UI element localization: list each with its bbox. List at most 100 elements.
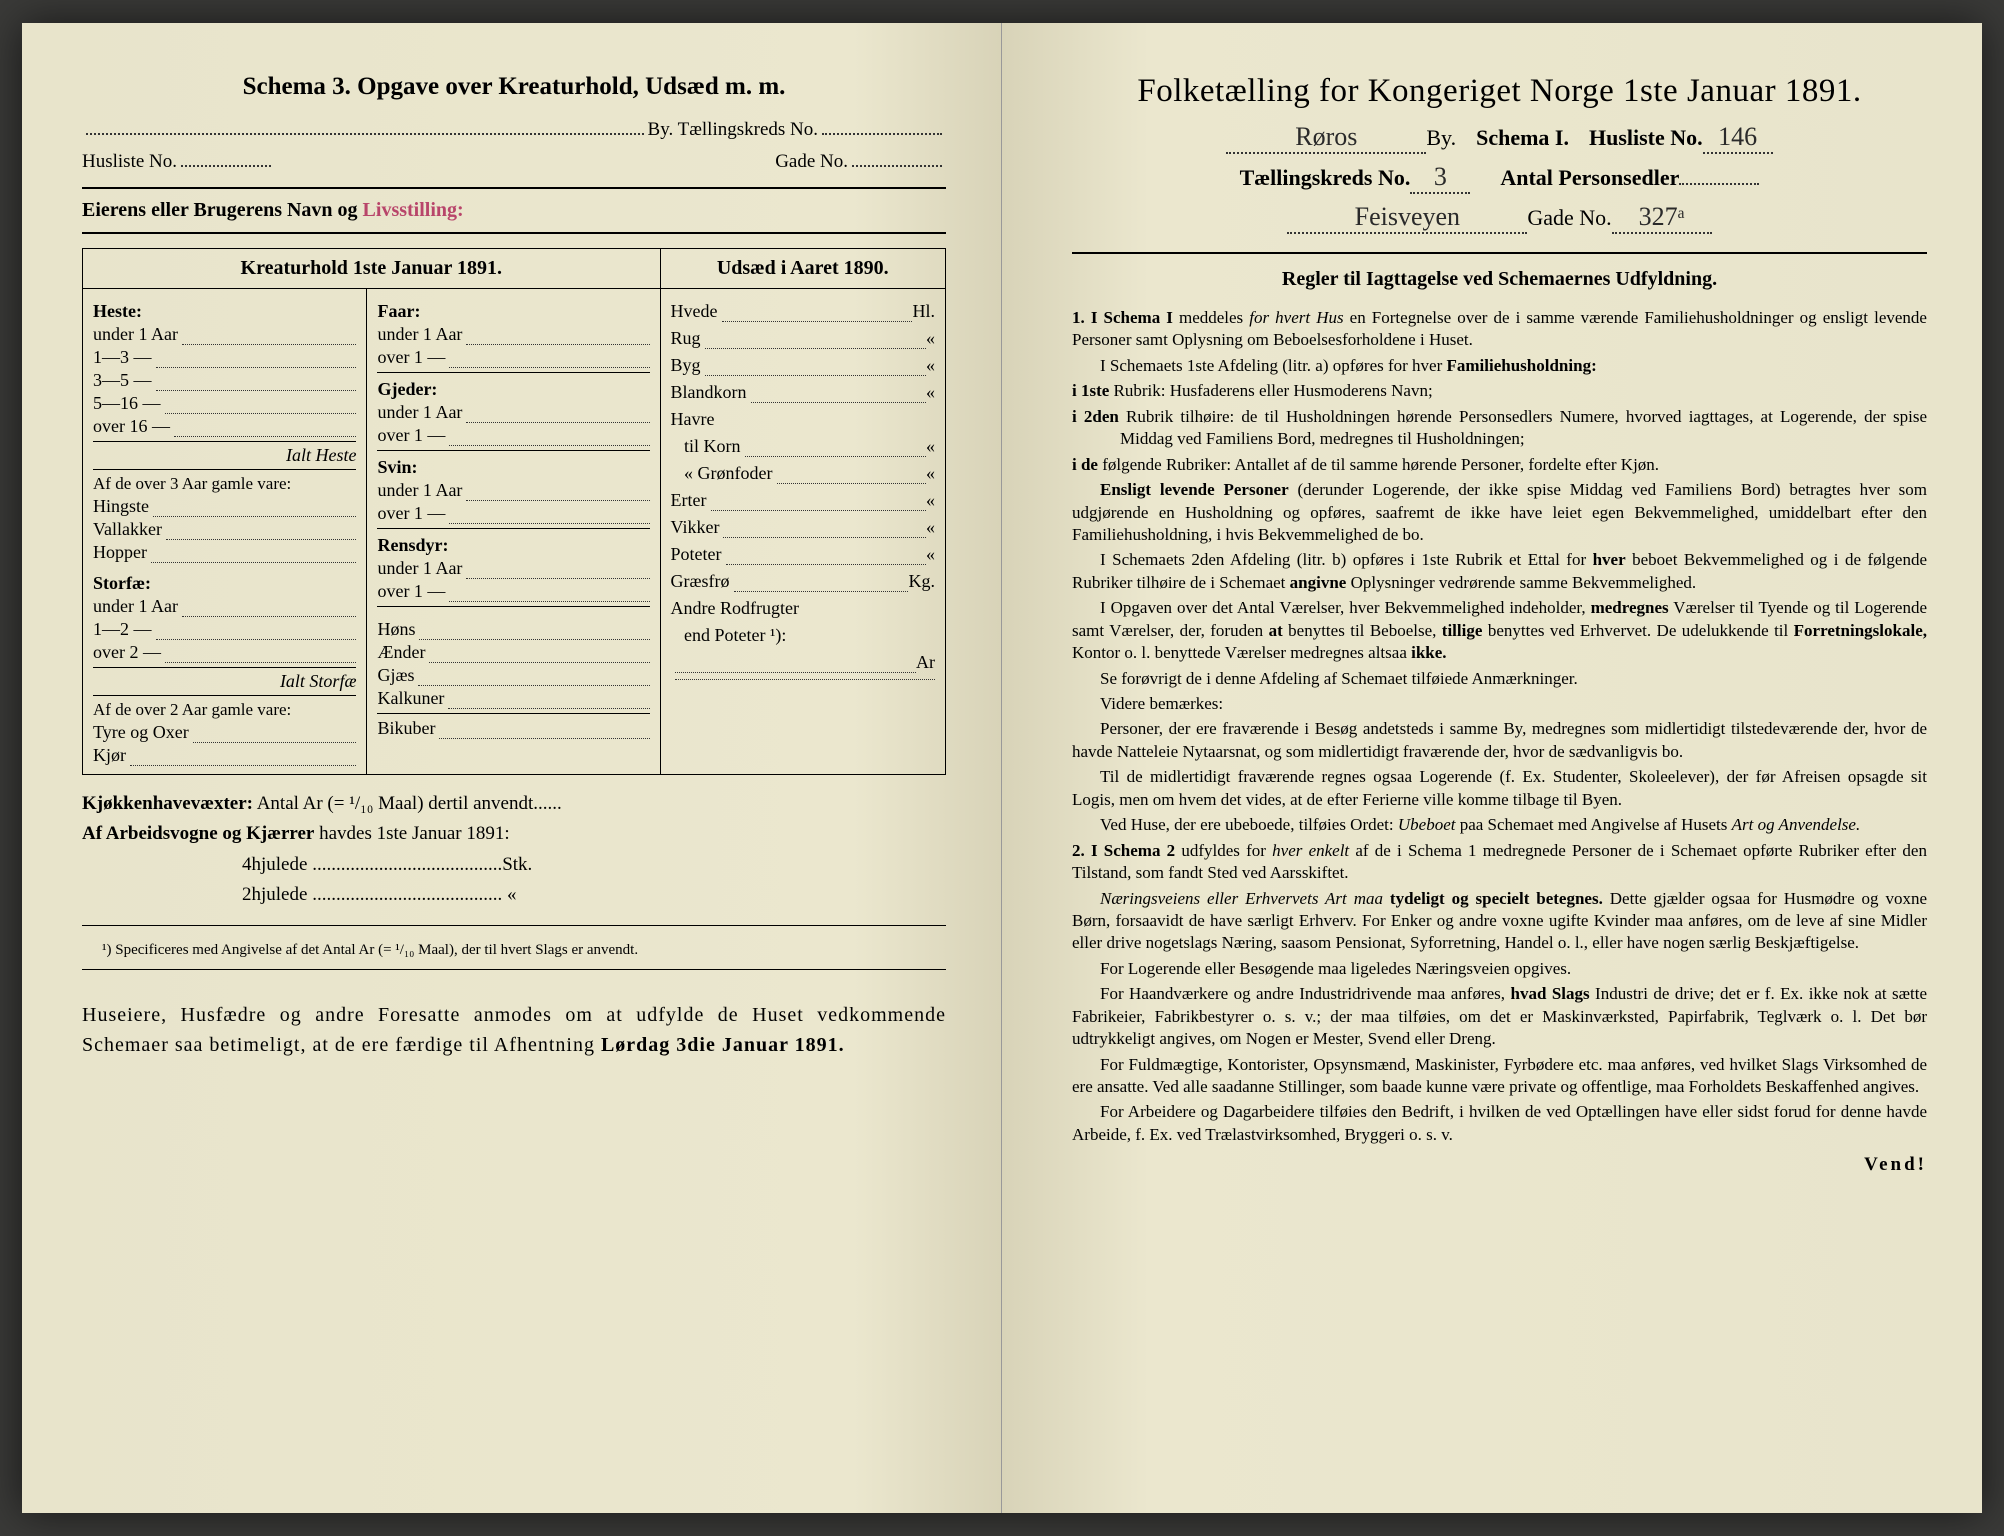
- faar-over1: over 1 —: [377, 347, 445, 368]
- owner-label: Eierens eller Brugerens Navn og: [82, 199, 358, 221]
- schema-label: Schema I.: [1476, 125, 1569, 151]
- andre-rod: Andre Rodfrugter: [671, 598, 799, 619]
- rule-paragraph: Ensligt levende Personer (derunder Loger…: [1072, 479, 1927, 546]
- hjul4: 4hjulede: [242, 854, 307, 875]
- vallakker: Vallakker: [93, 519, 162, 540]
- tyre-oxer: Tyre og Oxer: [93, 722, 189, 743]
- gade-label: Gade No.: [1527, 205, 1611, 231]
- heste-5-16: 5—16 —: [93, 393, 161, 414]
- blandkorn: Blandkorn: [671, 382, 747, 403]
- graesfro-unit: Kg.: [908, 571, 935, 592]
- by-label: By.: [1426, 125, 1456, 151]
- arbeids-label: Af Arbeidsvogne og Kjærrer: [82, 823, 314, 844]
- rule-paragraph: I Schemaets 2den Afdeling (litr. b) opfø…: [1072, 549, 1927, 594]
- rule-paragraph: For Haandværkere og andre Industridriven…: [1072, 983, 1927, 1050]
- heste-3-5: 3—5 —: [93, 370, 152, 391]
- rule-paragraph: Se forøvrigt de i denne Afdeling af Sche…: [1072, 668, 1927, 690]
- header-udsaed: Udsæd i Aaret 1890.: [661, 249, 945, 288]
- byg: Byg: [671, 355, 701, 376]
- rules-body: 1. I Schema I meddeles for hvert Hus en …: [1072, 307, 1927, 1146]
- gade-label: Gade No.: [775, 151, 848, 173]
- owner-line: Eierens eller Brugerens Navn og Livsstil…: [82, 187, 946, 234]
- left-page: Schema 3. Opgave over Kreaturhold, Udsæd…: [22, 23, 1002, 1513]
- gjeder-heading: Gjeder:: [377, 379, 649, 400]
- by-kreds-row: By. Tællingskreds No.: [82, 119, 946, 141]
- antal-label: Antal Personsedler: [1500, 165, 1679, 191]
- storfae-under1: under 1 Aar: [93, 596, 178, 617]
- hjul2: 2hjulede: [242, 884, 307, 905]
- hvede: Hvede: [671, 301, 718, 322]
- faar-heading: Faar:: [377, 301, 649, 322]
- rule-paragraph: i 2den Rubrik tilhøire: de til Husholdni…: [1072, 406, 1927, 451]
- bikuber: Bikuber: [377, 718, 435, 739]
- rensdyr-over1: over 1 —: [377, 581, 445, 602]
- col-heste-storfae: Heste: under 1 Aar 1—3 — 3—5 — 5—16 — ov…: [83, 289, 367, 774]
- poteter: Poteter: [671, 544, 722, 565]
- havre: Havre: [671, 409, 715, 430]
- rule-paragraph: Næringsveiens eller Erhvervets Art maa t…: [1072, 888, 1927, 955]
- hjul4-unit: Stk.: [502, 854, 532, 875]
- storfae-over2: over 2 —: [93, 642, 161, 663]
- kreatur-table: Kreaturhold 1ste Januar 1891. Udsæd i Aa…: [82, 248, 946, 775]
- hvede-unit: Hl.: [912, 301, 935, 322]
- closing-text: Huseiere, Husfædre og andre Foresatte an…: [82, 1000, 946, 1060]
- kjokken-text: Antal Ar (= ¹/₁₀ Maal) dertil anvendt: [257, 793, 534, 814]
- poteter-unit: «: [926, 544, 935, 565]
- hjul2-unit: «: [507, 884, 517, 905]
- gjeder-over1: over 1 —: [377, 425, 445, 446]
- rule-paragraph: Videre bemærkes:: [1072, 693, 1927, 715]
- kjokken-label: Kjøkkenhavevæxter:: [82, 793, 253, 814]
- hopper: Hopper: [93, 542, 147, 563]
- svin-heading: Svin:: [377, 457, 649, 478]
- book-spread: Schema 3. Opgave over Kreaturhold, Udsæd…: [22, 23, 1982, 1513]
- col-faar-svin: Faar: under 1 Aar over 1 — Gjeder: under…: [367, 289, 660, 774]
- vikker-unit: «: [926, 517, 935, 538]
- rug-unit: «: [926, 328, 935, 349]
- graesfro: Græsfrø: [671, 571, 730, 592]
- schema3-title: Schema 3. Opgave over Kreaturhold, Udsæd…: [82, 73, 946, 101]
- gjaes: Gjæs: [377, 665, 414, 686]
- husliste-value: 146: [1703, 122, 1773, 154]
- aender: Ænder: [377, 642, 425, 663]
- svin-under1: under 1 Aar: [377, 480, 462, 501]
- ialt-heste: Ialt Heste: [93, 441, 356, 470]
- rule-paragraph: 1. I Schema I meddeles for hvert Hus en …: [1072, 307, 1927, 352]
- husliste-gade-row: Husliste No. Gade No.: [82, 151, 946, 173]
- by-label: By. Tællingskreds No.: [648, 119, 818, 141]
- rule-paragraph: 2. I Schema 2 udfyldes for hver enkelt a…: [1072, 840, 1927, 885]
- header-kreatur: Kreaturhold 1ste Januar 1891.: [83, 249, 661, 288]
- closing-date: Lørdag 3die Januar 1891.: [601, 1034, 845, 1056]
- havre-korn-unit: «: [926, 436, 935, 457]
- faar-under1: under 1 Aar: [377, 324, 462, 345]
- rule-paragraph: I Schemaets 1ste Afdeling (litr. a) opfø…: [1072, 355, 1927, 377]
- husliste-label: Husliste No.: [1589, 125, 1703, 151]
- footnote: ¹) Specificeres med Angivelse af det Ant…: [82, 942, 946, 959]
- ar-unit: Ar: [916, 652, 935, 673]
- rensdyr-under1: under 1 Aar: [377, 558, 462, 579]
- end-poteter: end Poteter ¹):: [671, 625, 787, 646]
- below-table-section: Kjøkkenhavevæxter: Antal Ar (= ¹/₁₀ Maal…: [82, 789, 946, 911]
- table-header: Kreaturhold 1ste Januar 1891. Udsæd i Aa…: [83, 249, 945, 289]
- gjeder-under1: under 1 Aar: [377, 402, 462, 423]
- havre-gron: « Grønfoder: [671, 463, 773, 484]
- rensdyr-heading: Rensdyr:: [377, 535, 649, 556]
- rules-title: Regler til Iagttagelse ved Schemaernes U…: [1072, 252, 1927, 291]
- over3-text: Af de over 3 Aar gamle vare:: [93, 474, 356, 494]
- heste-over16: over 16 —: [93, 416, 170, 437]
- vend-text: Vend!: [1072, 1154, 1927, 1176]
- heste-under1: under 1 Aar: [93, 324, 178, 345]
- by-value: Røros: [1226, 122, 1426, 154]
- rule-paragraph: For Arbeidere og Dagarbeidere tilføies d…: [1072, 1101, 1927, 1146]
- blandkorn-unit: «: [926, 382, 935, 403]
- right-page: Folketælling for Kongeriget Norge 1ste J…: [1002, 23, 1982, 1513]
- rule-paragraph: I Opgaven over det Antal Værelser, hver …: [1072, 597, 1927, 664]
- hingste: Hingste: [93, 496, 149, 517]
- rule-paragraph: Ved Huse, der ere ubeboede, tilføies Ord…: [1072, 814, 1927, 836]
- storfae-heading: Storfæ:: [93, 573, 356, 594]
- svin-over1: over 1 —: [377, 503, 445, 524]
- col-udsaed: HvedeHl. Rug« Byg« Blandkorn« Havre til …: [661, 289, 945, 774]
- rule-paragraph: i de følgende Rubriker: Antallet af de t…: [1072, 454, 1927, 476]
- rule-paragraph: i 1ste Rubrik: Husfaderens eller Husmode…: [1072, 380, 1927, 402]
- by-schema-row: Røros By. Schema I. Husliste No. 146: [1072, 122, 1927, 154]
- kreds-label: Tællingskreds No.: [1240, 165, 1411, 191]
